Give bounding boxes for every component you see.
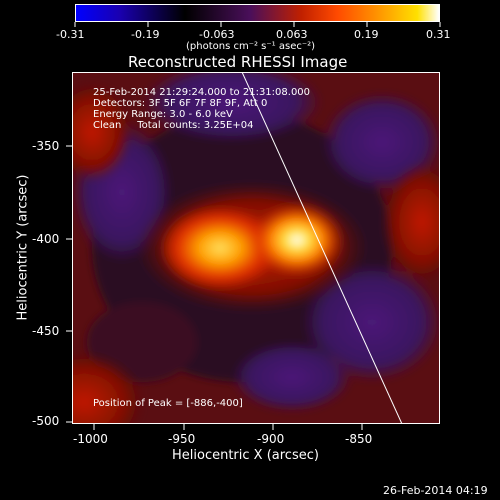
y-tick-2: -450 [32, 324, 60, 338]
y-tick-0: -350 [32, 139, 60, 153]
x-tick-0: -1000 [73, 432, 108, 446]
colorbar-tick-1: -0.19 [131, 28, 160, 41]
colorbar-tick-3: 0.063 [276, 28, 308, 41]
rhessi-image: 25-Feb-2014 21:29:24.000 to 21:31:08.000… [72, 72, 440, 424]
colorbar-tick-0: -0.31 [56, 28, 85, 41]
info-line-4: Clean Total counts: 3.25E+04 [93, 120, 254, 131]
peak-position: Position of Peak = [-886,-400] [93, 398, 243, 409]
y-axis-label: Heliocentric Y (arcsec) [15, 174, 31, 321]
colorbar [75, 4, 440, 22]
colorbar-tick-5: 0.31 [426, 28, 451, 41]
x-tick-3: -850 [345, 432, 373, 446]
x-axis-label: Heliocentric X (arcsec) [172, 448, 319, 463]
colorbar-tick-2: -0.063 [199, 28, 235, 41]
footer-timestamp: 26-Feb-2014 04:19 [383, 484, 488, 497]
colorbar-unit: (photons cm⁻² s⁻¹ asec⁻²) [186, 41, 316, 52]
x-tick-1: -950 [168, 432, 196, 446]
y-tick-3: -500 [32, 414, 60, 428]
info-line-1: 25-Feb-2014 21:29:24.000 to 21:31:08.000 [93, 87, 311, 98]
info-line-2: Detectors: 3F 5F 6F 7F 8F 9F, Att 0 [93, 98, 268, 109]
y-tick-1: -400 [32, 232, 60, 246]
colorbar-tick-4: 0.19 [354, 28, 379, 41]
image-title: Reconstructed RHESSI Image [128, 53, 348, 71]
colorbar-ticks [74, 22, 441, 27]
info-line-3: Energy Range: 3.0 - 6.0 keV [93, 109, 233, 120]
x-tick-2: -900 [257, 432, 285, 446]
rhessi-map [72, 72, 440, 424]
